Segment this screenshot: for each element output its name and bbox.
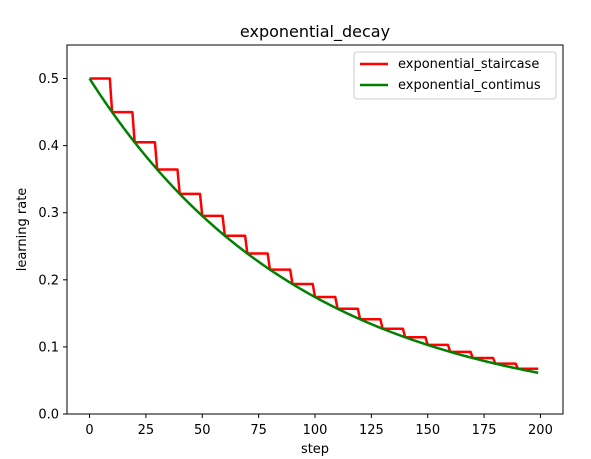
chart-title: exponential_decay	[240, 22, 390, 42]
y-axis-label: learning rate	[15, 188, 30, 272]
x-tick-label: 0	[85, 423, 93, 438]
x-tick-label: 75	[250, 423, 267, 438]
series-line-exponential_contimus	[88, 77, 539, 375]
x-axis-label: step	[301, 442, 329, 457]
y-axis-ticks: 0.0 0.1 0.2 0.3 0.4 0.5	[38, 72, 67, 423]
y-tick-label: 0.1	[38, 340, 59, 355]
y-tick-label: 0.3	[38, 206, 59, 221]
x-axis-ticks: 0 25 50 75 100 125 150 175 200	[85, 414, 553, 438]
x-tick-label: 200	[528, 423, 553, 438]
y-tick-label: 0.5	[38, 72, 59, 87]
legend: exponential_staircase exponential_contim…	[353, 51, 557, 100]
x-tick-label: 25	[138, 423, 155, 438]
legend-label-contimus: exponential_contimus	[398, 78, 541, 93]
x-tick-label: 100	[303, 423, 328, 438]
legend-box	[353, 51, 557, 100]
series-line-exponential_staircase	[89, 77, 539, 370]
y-tick-label: 0.4	[38, 139, 59, 154]
series-layer	[88, 77, 539, 375]
y-tick-label: 0.0	[38, 408, 59, 423]
x-tick-label: 125	[359, 423, 384, 438]
x-tick-label: 150	[415, 423, 440, 438]
x-tick-label: 50	[194, 423, 211, 438]
y-tick-label: 0.2	[38, 273, 59, 288]
x-tick-label: 175	[472, 423, 497, 438]
legend-label-staircase: exponential_staircase	[398, 57, 539, 72]
